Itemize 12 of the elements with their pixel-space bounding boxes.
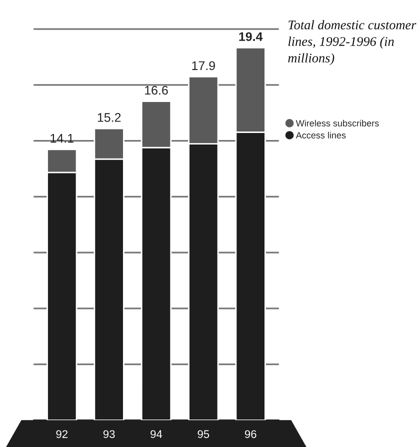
annotation: 19.4 <box>239 32 263 42</box>
annotation: 16.6 <box>145 86 168 95</box>
x-tick-label: 95 <box>198 430 210 438</box>
annotation: 15.2 <box>98 113 121 122</box>
legend-label: Wireless subscribers <box>296 120 379 126</box>
text: Total domestic customer lines, 1992-1996 (in millions) <box>288 20 416 66</box>
x-tick-label: 96 <box>244 430 256 438</box>
x-tick-label: 93 <box>103 430 115 438</box>
legend-label: Access lines <box>296 132 346 138</box>
x-tick-label: 94 <box>150 430 162 438</box>
annotation: 17.9 <box>192 61 215 70</box>
x-tick-label: 92 <box>56 430 68 438</box>
